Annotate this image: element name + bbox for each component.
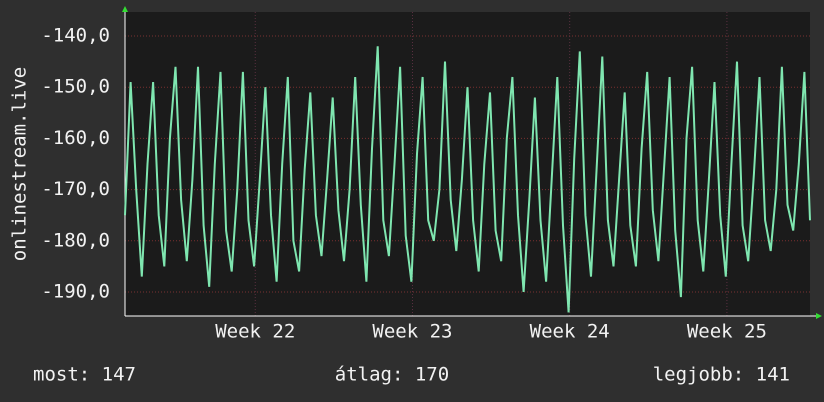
footer-average: átlag: 170 <box>335 364 449 386</box>
y-arrow <box>122 6 128 12</box>
footer-best: legjobb: 141 <box>653 364 790 386</box>
x-tick-label: Week 23 <box>372 321 452 343</box>
y-tick-label: -160,0 <box>41 127 110 149</box>
data-line <box>124 46 811 313</box>
x-arrow <box>816 313 822 319</box>
x-tick-label: Week 24 <box>530 321 610 343</box>
y-tick-label: -150,0 <box>41 76 110 98</box>
x-tick-label: Week 22 <box>215 321 295 343</box>
y-tick-label: -180,0 <box>41 229 110 251</box>
footer-current: most: 147 <box>33 364 136 386</box>
plot-area <box>125 12 810 316</box>
y-axis-label: onlinestream.live <box>9 67 31 261</box>
y-tick-label: -190,0 <box>41 280 110 302</box>
x-tick-label: Week 25 <box>687 321 767 343</box>
y-tick-label: -170,0 <box>41 178 110 200</box>
y-tick-label: -140,0 <box>41 25 110 47</box>
